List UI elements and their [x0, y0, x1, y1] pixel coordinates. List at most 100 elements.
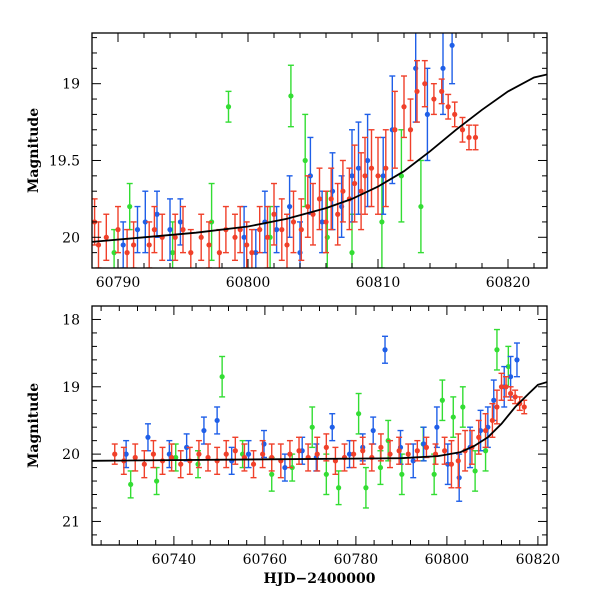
- data-point: [512, 394, 518, 400]
- data-point: [302, 157, 308, 164]
- data-point: [472, 134, 479, 141]
- data-point: [274, 227, 280, 233]
- data-point: [383, 165, 389, 171]
- data-point: [219, 374, 225, 380]
- data-point: [336, 485, 342, 491]
- data-point: [382, 347, 388, 353]
- data-point: [141, 461, 147, 467]
- data-point: [115, 227, 121, 233]
- data-point: [214, 417, 220, 424]
- data-point: [445, 461, 451, 467]
- data-point: [120, 242, 126, 248]
- data-point: [196, 451, 202, 457]
- data-point: [431, 471, 437, 477]
- data-point: [323, 471, 329, 477]
- data-point: [401, 104, 407, 110]
- data-point: [241, 234, 247, 240]
- data-point: [244, 242, 250, 248]
- data-point: [439, 397, 445, 403]
- data-point: [387, 451, 393, 457]
- data-point: [392, 127, 398, 133]
- data-point: [508, 390, 514, 397]
- data-point: [264, 234, 271, 240]
- x-tick-label: 60780: [334, 552, 379, 568]
- data-point: [260, 451, 266, 457]
- data-point: [180, 227, 186, 233]
- data-point: [434, 424, 440, 430]
- data-point: [352, 180, 358, 187]
- data-point: [111, 250, 117, 256]
- x-tick-label: 60740: [152, 552, 197, 568]
- bottom-panel: 60740 60760 60780 60800 60820 18 19 20 21 Magnitu…: [26, 305, 561, 587]
- data-point: [410, 458, 416, 464]
- data-layer: [92, 328, 547, 509]
- data-point: [132, 454, 138, 461]
- x-tick-label: 60790: [96, 275, 141, 291]
- model-curve: [92, 73, 547, 243]
- data-point: [455, 458, 461, 464]
- y-tick-label: 19.5: [49, 153, 80, 169]
- data-point: [287, 451, 293, 457]
- y-tick-label: 20: [62, 447, 80, 463]
- data-point: [314, 451, 320, 457]
- data-point: [418, 203, 424, 210]
- data-point: [482, 448, 489, 454]
- data-point: [377, 464, 384, 471]
- data-point: [167, 227, 173, 233]
- data-point: [379, 219, 385, 225]
- data-point: [188, 250, 194, 256]
- data-point: [503, 384, 509, 390]
- data-point: [287, 203, 293, 210]
- data-point: [225, 104, 232, 110]
- data-point: [449, 42, 455, 48]
- data-point: [282, 464, 288, 471]
- data-point: [279, 227, 285, 233]
- data-point: [249, 250, 255, 256]
- data-point: [505, 363, 511, 370]
- data-point: [521, 404, 527, 410]
- data-point: [151, 227, 157, 233]
- data-point: [253, 250, 259, 256]
- data-point: [195, 461, 201, 467]
- data-point: [365, 157, 371, 164]
- data-point: [378, 444, 384, 450]
- data-point: [340, 188, 346, 194]
- y-axis-title: Magnitude: [26, 108, 42, 193]
- x-tick-label: 60800: [226, 275, 271, 291]
- data-point: [173, 454, 179, 461]
- x-tick-label: 60810: [356, 275, 401, 291]
- data-point: [184, 444, 190, 450]
- data-point: [134, 227, 141, 233]
- data-point: [201, 427, 207, 434]
- data-point: [124, 250, 130, 256]
- data-point: [442, 448, 448, 454]
- data-point: [112, 451, 118, 457]
- data-point: [414, 448, 420, 454]
- data-point: [355, 165, 362, 171]
- data-point: [232, 448, 238, 454]
- data-point: [309, 424, 315, 430]
- data-point: [271, 211, 277, 217]
- data-point: [399, 471, 405, 477]
- data-layer: [92, 33, 547, 268]
- data-point: [128, 481, 134, 488]
- y-tick-label: 19: [62, 380, 80, 396]
- data-point: [498, 384, 505, 390]
- data-point: [131, 242, 137, 248]
- data-point: [362, 173, 368, 179]
- data-point: [363, 485, 369, 491]
- data-point: [329, 424, 335, 430]
- x-tick-label: 60800: [425, 552, 470, 568]
- x-tick-label: 60820: [516, 552, 561, 568]
- series-red: [111, 372, 528, 489]
- data-point: [423, 444, 430, 450]
- data-point: [414, 88, 420, 94]
- data-point: [380, 173, 386, 179]
- data-point: [491, 397, 497, 403]
- data-point: [142, 219, 148, 225]
- data-point: [424, 111, 430, 118]
- data-point: [232, 234, 238, 240]
- data-point: [288, 93, 294, 99]
- data-point: [198, 234, 204, 240]
- data-point: [508, 374, 514, 380]
